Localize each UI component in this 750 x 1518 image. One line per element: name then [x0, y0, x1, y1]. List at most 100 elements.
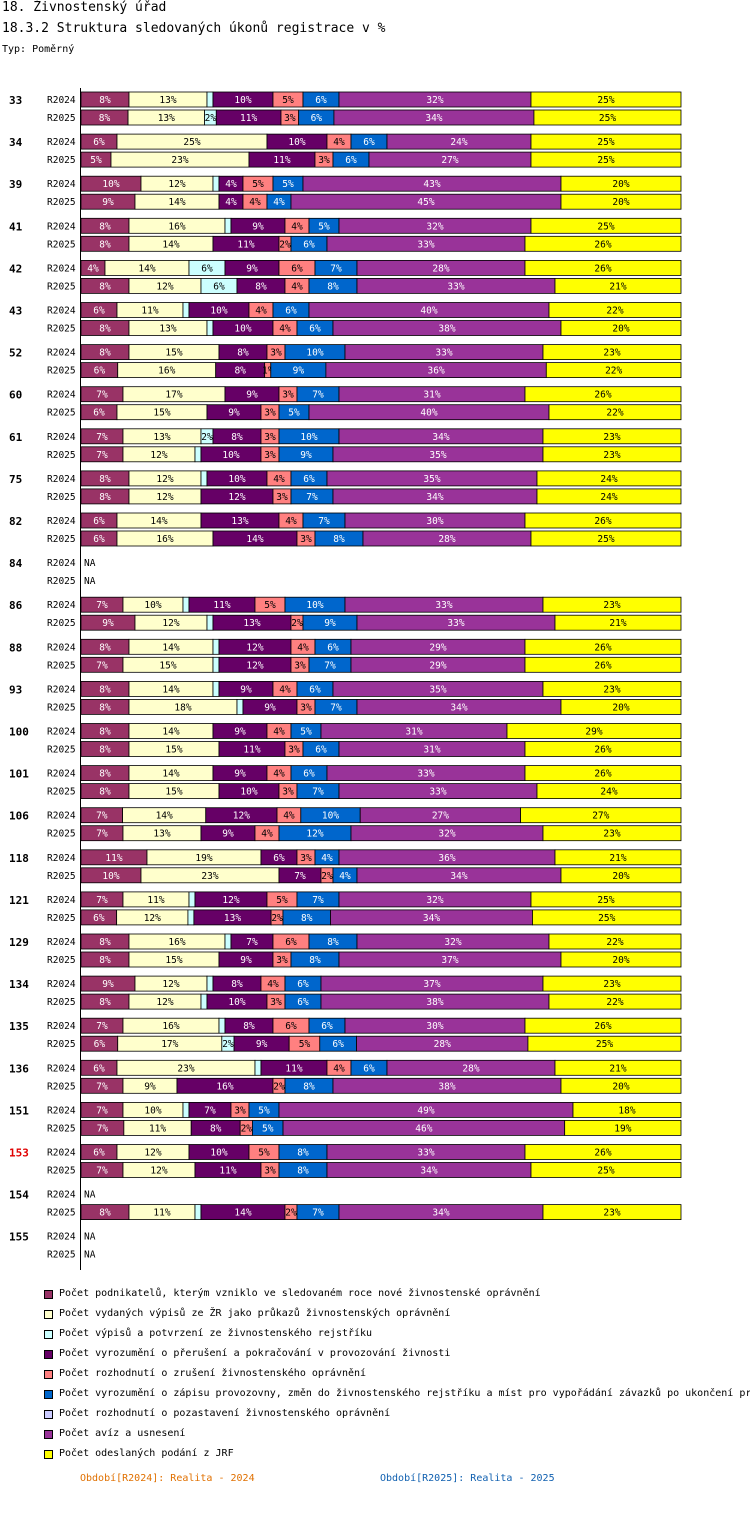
- period-row-label: R2025: [47, 871, 76, 882]
- period-row-label: R2024: [47, 684, 76, 695]
- bar-segment: [206, 614, 214, 631]
- bar-value-label: 9%: [252, 221, 264, 232]
- bar-value-label: 6%: [303, 769, 315, 780]
- period-row-label: R2025: [47, 1123, 76, 1134]
- bar-value-label: 4%: [273, 197, 285, 208]
- bar-value-label: 7%: [294, 871, 306, 882]
- bar-segment: [524, 765, 682, 781]
- bar-value-label: 5%: [252, 179, 264, 190]
- bar-segment: [524, 386, 682, 403]
- bar-value-label: 16%: [158, 366, 175, 377]
- bar-value-label: 8%: [237, 348, 249, 359]
- bar-segment: [532, 909, 682, 926]
- bar-value-label: 33%: [435, 600, 452, 611]
- legend-label: Počet rozhodnutí o zrušení živnostenskéh…: [59, 1368, 367, 1379]
- bar-value-label: 33%: [447, 281, 464, 292]
- group-118: 118 R2024 11% 19% 6% 3% 4% 36% 21% R2025 10% 23% 7% 2…: [9, 849, 682, 884]
- bar-value-label: 3%: [318, 155, 330, 166]
- bar-segment: [536, 470, 682, 487]
- bar-value-label: 8%: [99, 955, 111, 966]
- bar-value-label: 18%: [174, 702, 191, 713]
- bar-value-label: 13%: [158, 113, 175, 124]
- bar-value-label: 11%: [219, 1166, 236, 1177]
- bar-segment: [524, 741, 682, 757]
- group-id-label: 135: [9, 1020, 29, 1033]
- bar-value-label: 16%: [156, 534, 173, 545]
- group-id-label: 155: [9, 1231, 29, 1244]
- bar-segment: [524, 235, 682, 252]
- bar-value-label: 25%: [599, 113, 616, 124]
- bar-segment: [187, 909, 195, 926]
- group-101: 101 R2024 8% 14% 9% 4% 6% 33% 26% R2025 8% 15% 10% 3%…: [9, 765, 682, 799]
- bar-value-label: 2%: [222, 1039, 234, 1050]
- period-row-label: R2024: [47, 137, 76, 148]
- bar-value-label: 26%: [594, 769, 611, 780]
- bar-value-label: 11%: [237, 239, 254, 250]
- na-label: NA: [84, 1232, 96, 1243]
- bar-value-label: 7%: [204, 1105, 216, 1116]
- bar-value-label: 25%: [597, 895, 614, 906]
- group-134: 134 R2024 9% 12% 8% 4% 6% 37% 23% R2025 8% 12% 10% 3%…: [9, 975, 682, 1010]
- bar-segment: [560, 193, 682, 210]
- bar-value-label: 7%: [96, 811, 108, 822]
- bar-value-label: 8%: [333, 534, 345, 545]
- bar-value-label: 12%: [168, 179, 185, 190]
- period-row-label: R2024: [47, 179, 76, 190]
- bar-value-label: 7%: [96, 450, 108, 461]
- bar-segment: [564, 1120, 682, 1136]
- bar-value-label: 9%: [264, 702, 276, 713]
- bar-value-label: 6%: [315, 745, 327, 756]
- bar-segment: [548, 302, 682, 318]
- bar-value-label: 9%: [102, 197, 114, 208]
- bar-value-label: 6%: [297, 997, 309, 1008]
- bar-value-label: 3%: [264, 450, 276, 461]
- bar-value-label: 12%: [150, 1166, 167, 1177]
- bar-value-label: 10%: [240, 787, 257, 798]
- bar-value-label: 12%: [162, 618, 179, 629]
- bar-segment: [548, 933, 682, 950]
- bar-value-label: 6%: [363, 137, 375, 148]
- bar-segment: [560, 175, 682, 192]
- bar-value-label: 21%: [609, 853, 626, 864]
- period-row-label: R2024: [47, 263, 76, 274]
- bar-value-label: 6%: [93, 913, 105, 924]
- bar-value-label: 45%: [417, 197, 434, 208]
- bar-value-label: 12%: [156, 281, 173, 292]
- bar-value-label: 6%: [332, 1039, 344, 1050]
- bar-value-label: 8%: [99, 702, 111, 713]
- bar-value-label: 7%: [306, 492, 318, 503]
- legend-label: Počet vyrozumění o zápisu provozovny, zm…: [59, 1388, 750, 1399]
- bar-value-label: 28%: [462, 1063, 479, 1074]
- group-82: 82 R2024 6% 14% 13% 4% 7% 30% 26% R2025 6% 16% 14% 3%…: [9, 512, 682, 547]
- period-row-label: R2024: [47, 853, 76, 864]
- bar-value-label: 8%: [99, 1208, 111, 1219]
- bar-value-label: 3%: [300, 853, 312, 864]
- bar-value-label: 27%: [592, 811, 609, 822]
- bar-value-label: 12%: [156, 474, 173, 485]
- bar-value-label: 4%: [291, 281, 303, 292]
- bar-segment: [200, 993, 208, 1010]
- bar-segment: [524, 512, 682, 529]
- bar-value-label: 8%: [99, 997, 111, 1008]
- bar-value-label: 10%: [144, 600, 161, 611]
- bar-value-label: 15%: [159, 660, 176, 671]
- bar-value-label: 25%: [596, 1039, 613, 1050]
- bar-value-label: 13%: [153, 829, 170, 840]
- group-id-label: 86: [9, 599, 23, 612]
- bar-value-label: 7%: [97, 1123, 109, 1134]
- bar-value-label: 9%: [293, 366, 305, 377]
- bar-value-label: 25%: [597, 221, 614, 232]
- period-row-label: R2024: [47, 1232, 76, 1243]
- bar-value-label: 9%: [102, 618, 114, 629]
- bar-value-label: 6%: [327, 642, 339, 653]
- bar-value-label: 43%: [423, 179, 440, 190]
- period-row-label: R2025: [47, 197, 76, 208]
- bar-value-label: 11%: [285, 1063, 302, 1074]
- bar-value-label: 27%: [441, 155, 458, 166]
- bar-segment: [194, 446, 202, 463]
- bar-segment: [545, 362, 682, 379]
- bar-value-label: 27%: [432, 811, 449, 822]
- bar-value-label: 34%: [426, 492, 443, 503]
- bar-segment: [542, 1204, 682, 1220]
- bar-value-label: 3%: [300, 534, 312, 545]
